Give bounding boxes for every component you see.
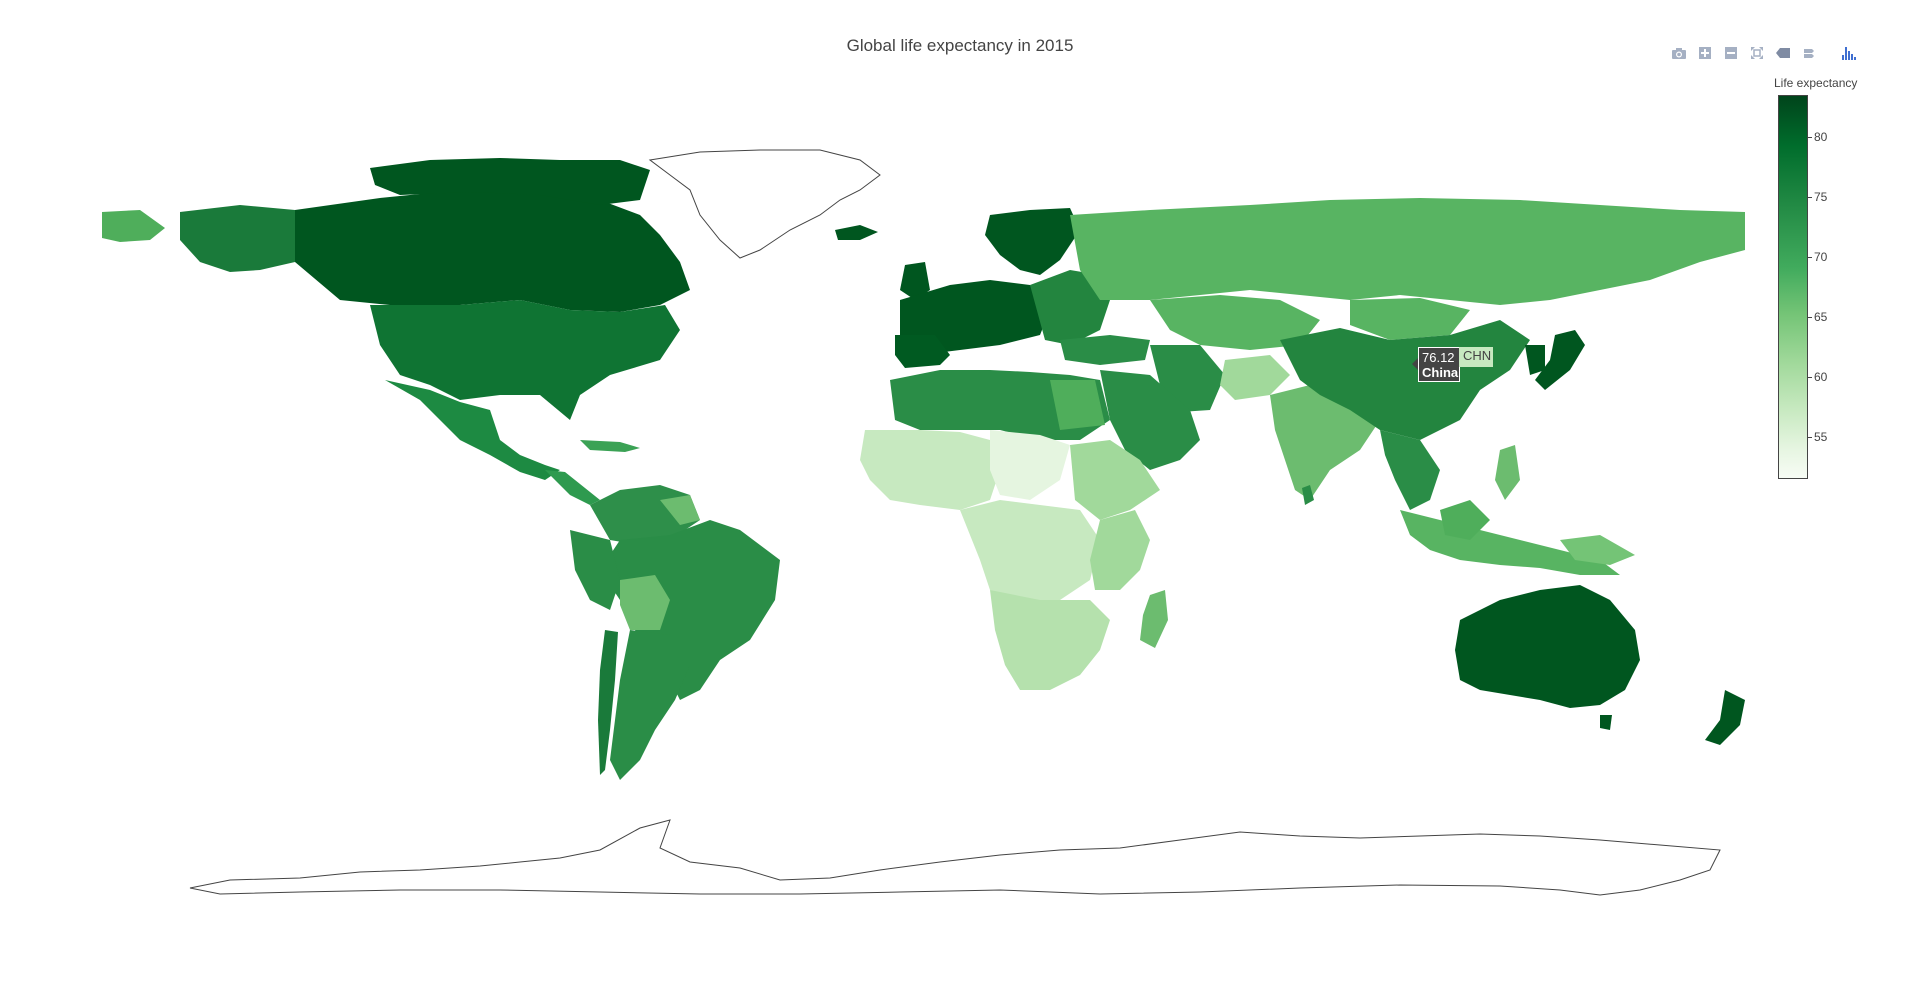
- region-egypt[interactable]: [1050, 380, 1105, 430]
- region-sahel[interactable]: [990, 430, 1070, 500]
- region-southeast-asia[interactable]: [1380, 430, 1440, 510]
- hover-compare-icon[interactable]: [1796, 42, 1822, 64]
- tooltip-arrow: [1412, 358, 1418, 370]
- region-india[interactable]: [1270, 385, 1380, 500]
- region-russia[interactable]: [1070, 198, 1745, 305]
- colorbar-tickmark: [1808, 377, 1812, 378]
- region-canada-islands[interactable]: [370, 158, 650, 205]
- region-ethiopia[interactable]: [1070, 440, 1160, 520]
- region-bolivia[interactable]: [620, 575, 670, 630]
- region-western-europe[interactable]: [900, 280, 1050, 355]
- region-central-america[interactable]: [545, 470, 600, 505]
- colorbar-tickmark: [1808, 257, 1812, 258]
- region-uk[interactable]: [900, 262, 930, 300]
- region-brazil[interactable]: [600, 520, 780, 700]
- region-alaska-main[interactable]: [180, 205, 295, 272]
- tooltip-code: CHN: [1459, 347, 1493, 367]
- chart-title: Global life expectancy in 2015: [846, 36, 1074, 55]
- region-west-africa[interactable]: [860, 430, 1000, 510]
- colorbar-tick-label: 55: [1814, 430, 1828, 444]
- zoom-out-icon[interactable]: [1718, 42, 1744, 64]
- region-japan[interactable]: [1535, 330, 1585, 390]
- region-mexico[interactable]: [385, 380, 560, 480]
- colorbar: [1778, 95, 1808, 479]
- region-guiana[interactable]: [660, 495, 700, 525]
- region-new-zealand[interactable]: [1705, 690, 1745, 745]
- colorbar-tick-label: 70: [1814, 250, 1828, 264]
- region-madagascar[interactable]: [1140, 590, 1168, 648]
- region-southern-africa[interactable]: [990, 590, 1110, 690]
- antarctica-outline: [189, 819, 1721, 896]
- colorbar-tickmark: [1808, 437, 1812, 438]
- region-borneo[interactable]: [1440, 500, 1490, 540]
- colorbar-tickmark: [1808, 197, 1812, 198]
- region-chile[interactable]: [598, 630, 618, 775]
- region-canada[interactable]: [295, 190, 690, 312]
- region-east-africa[interactable]: [1090, 510, 1150, 590]
- region-mongolia[interactable]: [1350, 298, 1470, 340]
- region-tasmania[interactable]: [1600, 715, 1612, 730]
- region-arabia[interactable]: [1100, 370, 1200, 470]
- zoom-in-icon[interactable]: [1692, 42, 1718, 64]
- colorbar-title: Life expectancy: [1774, 76, 1858, 90]
- tooltip-value: 76.12: [1422, 350, 1455, 365]
- region-alaska[interactable]: [102, 210, 165, 242]
- region-afghanistan[interactable]: [1220, 355, 1290, 400]
- region-korea[interactable]: [1525, 345, 1545, 375]
- region-kazakhstan[interactable]: [1150, 295, 1320, 350]
- colorbar-tick-label: 75: [1814, 190, 1828, 204]
- region-iceland[interactable]: [835, 225, 878, 240]
- greenland-outline: [648, 149, 881, 259]
- camera-icon[interactable]: [1666, 42, 1692, 64]
- region-central-africa[interactable]: [960, 500, 1100, 600]
- modebar[interactable]: [1666, 42, 1862, 64]
- colorbar-tickmark: [1808, 317, 1812, 318]
- region-usa[interactable]: [370, 300, 680, 420]
- tooltip: 76.12 China: [1418, 347, 1460, 382]
- colorbar-tick-label: 65: [1814, 310, 1828, 324]
- region-caribbean[interactable]: [580, 440, 640, 452]
- colorbar-tick-label: 60: [1814, 370, 1828, 384]
- region-iberia[interactable]: [895, 335, 950, 368]
- hover-closest-icon[interactable]: [1770, 42, 1796, 64]
- region-australia[interactable]: [1455, 585, 1640, 708]
- region-philippines[interactable]: [1495, 445, 1520, 500]
- autoscale-icon[interactable]: [1744, 42, 1770, 64]
- region-scandinavia[interactable]: [985, 208, 1080, 275]
- region-eastern-europe[interactable]: [1030, 270, 1110, 345]
- plotly-logo-icon[interactable]: [1836, 42, 1862, 64]
- tooltip-country: China: [1422, 365, 1459, 380]
- region-papua[interactable]: [1560, 535, 1635, 565]
- region-argentina[interactable]: [610, 630, 690, 780]
- region-sri-lanka[interactable]: [1302, 485, 1314, 505]
- region-peru[interactable]: [570, 530, 620, 610]
- colorbar-tick-label: 80: [1814, 130, 1828, 144]
- region-turkey[interactable]: [1060, 335, 1150, 365]
- colorbar-tickmark: [1808, 137, 1812, 138]
